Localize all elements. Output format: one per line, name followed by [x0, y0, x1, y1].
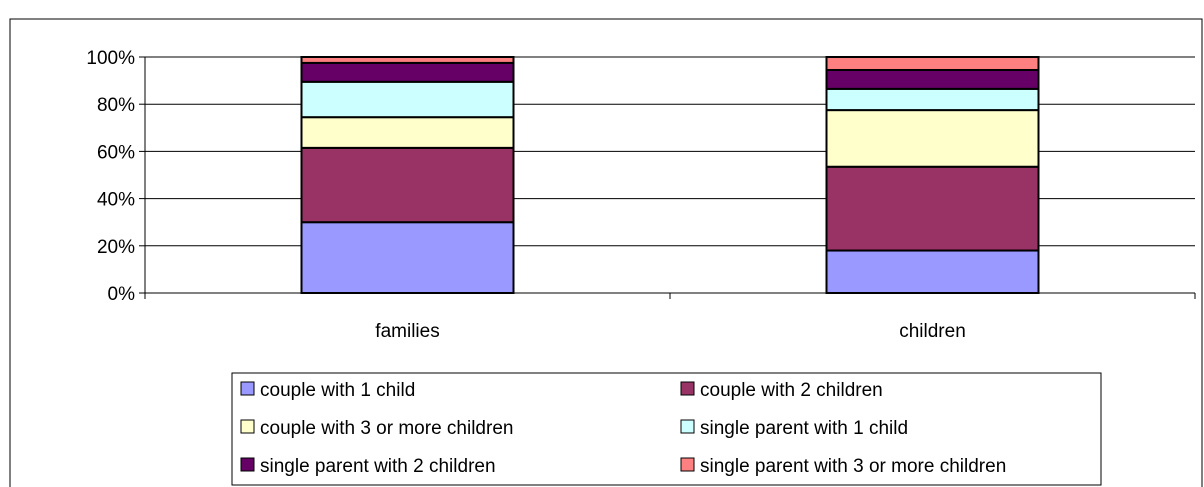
legend-label-2: couple with 3 or more children: [260, 418, 513, 439]
bar-segment-families-4: [300, 61, 515, 83]
legend-label-4: single parent with 2 children: [260, 456, 496, 477]
legend-label-1: couple with 2 children: [700, 380, 883, 401]
legend-swatch-5: [680, 457, 695, 472]
legend-swatch-4: [240, 457, 255, 472]
bar-segment-families-3: [300, 80, 515, 119]
legend: couple with 1 child couple with 2 childre…: [240, 380, 1006, 477]
legend-swatch-2: [240, 419, 255, 434]
y-tick-labels: 0% 20% 40% 60% 80% 100%: [86, 48, 135, 305]
legend-swatch-3: [680, 419, 695, 434]
bar-segment-children-4: [825, 68, 1040, 90]
bar-segment-families-1: [300, 146, 515, 224]
legend-label-3: single parent with 1 child: [700, 418, 908, 439]
bar-segment-families-0: [300, 221, 515, 294]
y-tick-label: 80%: [97, 95, 135, 116]
x-tick-label-families: families: [375, 321, 439, 342]
y-tick-label: 60%: [97, 142, 135, 163]
legend-box: [231, 372, 1102, 486]
legend-swatch-0: [240, 381, 255, 396]
bar-segment-families-5: [300, 56, 515, 64]
legend-swatch-1: [680, 381, 695, 396]
y-tick-label: 40%: [97, 190, 135, 211]
bar-segment-families-2: [300, 116, 515, 149]
y-tick-label: 20%: [97, 237, 135, 258]
bar-segment-children-0: [825, 249, 1040, 295]
bar-segment-children-5: [825, 56, 1040, 71]
legend-label-5: single parent with 3 or more children: [700, 456, 1006, 477]
x-tick-label-children: children: [899, 321, 966, 342]
bar-segment-children-1: [825, 165, 1040, 252]
bar-segment-children-3: [825, 87, 1040, 112]
bar-segment-children-2: [825, 109, 1040, 168]
x-tick-labels: families children: [375, 321, 965, 342]
legend-label-0: couple with 1 child: [260, 380, 415, 401]
y-tick-label: 0%: [108, 284, 136, 305]
y-tick-label: 100%: [86, 48, 135, 69]
bars: [300, 56, 1040, 295]
